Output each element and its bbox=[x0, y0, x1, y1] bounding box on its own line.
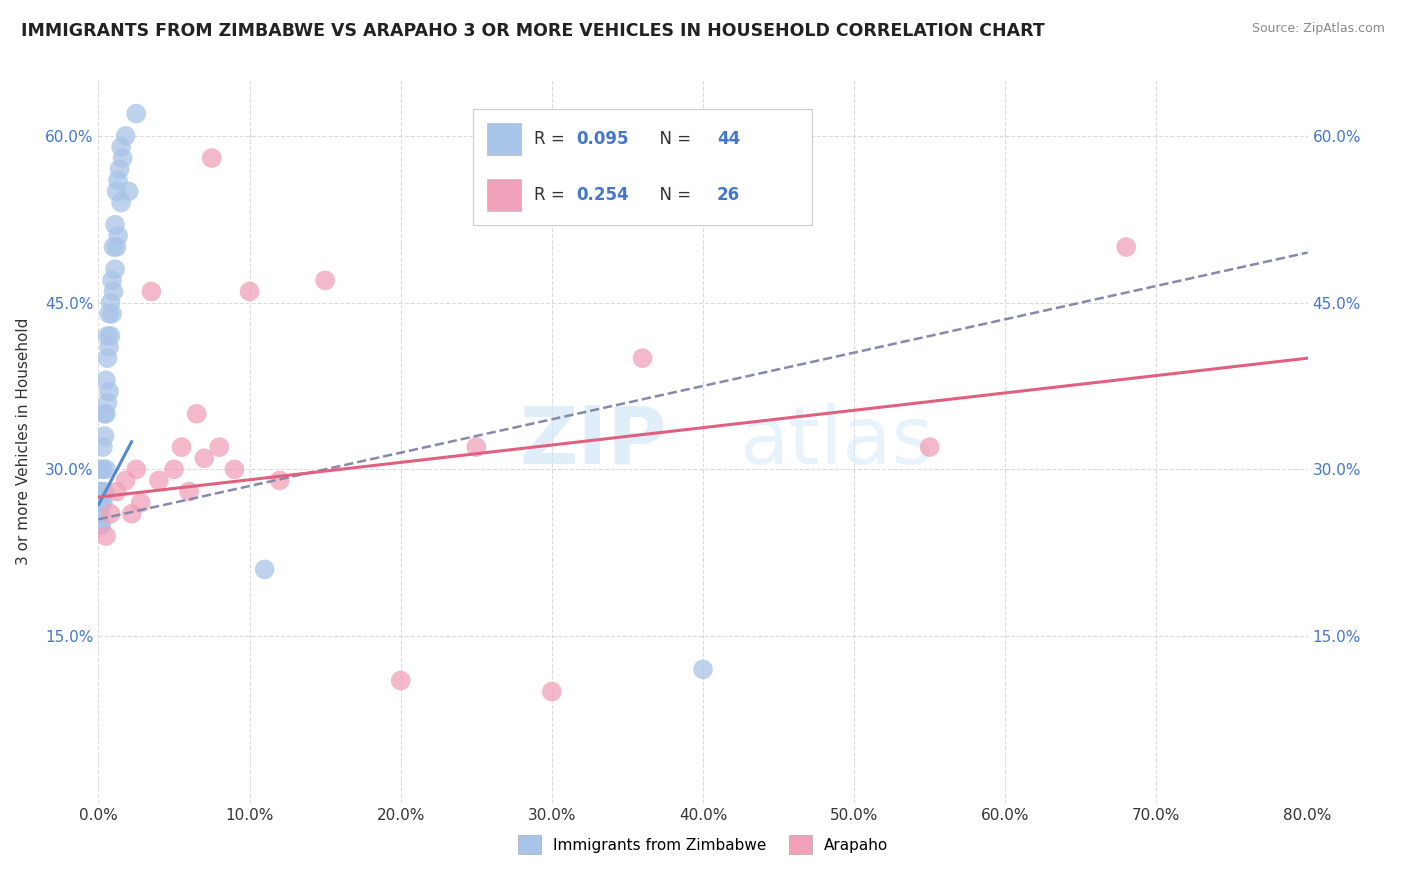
Point bbox=[465, 440, 488, 454]
Point bbox=[89, 507, 111, 521]
Point bbox=[89, 484, 111, 499]
Point bbox=[90, 484, 112, 499]
Point bbox=[105, 185, 128, 199]
Point bbox=[98, 340, 121, 354]
Point bbox=[186, 407, 208, 421]
Point bbox=[89, 496, 111, 510]
Text: Source: ZipAtlas.com: Source: ZipAtlas.com bbox=[1251, 22, 1385, 36]
Point bbox=[114, 128, 136, 143]
Point bbox=[104, 218, 127, 232]
Point bbox=[201, 151, 224, 165]
Point bbox=[631, 351, 654, 366]
Point bbox=[170, 440, 193, 454]
Point bbox=[110, 195, 132, 210]
Y-axis label: 3 or more Vehicles in Household: 3 or more Vehicles in Household bbox=[17, 318, 31, 566]
Point bbox=[114, 474, 136, 488]
Point bbox=[104, 262, 127, 277]
Point bbox=[118, 185, 141, 199]
Point bbox=[98, 307, 121, 321]
Point bbox=[91, 496, 114, 510]
Text: ZIP: ZIP bbox=[519, 402, 666, 481]
Point bbox=[93, 484, 115, 499]
Point bbox=[103, 240, 125, 254]
Point bbox=[111, 151, 134, 165]
Point bbox=[94, 373, 117, 387]
Point bbox=[91, 440, 114, 454]
Point bbox=[110, 140, 132, 154]
Point bbox=[314, 273, 336, 287]
Point bbox=[93, 429, 115, 443]
Point bbox=[98, 384, 121, 399]
Point bbox=[121, 507, 143, 521]
Point bbox=[89, 517, 111, 532]
Point bbox=[91, 462, 114, 476]
Point bbox=[129, 496, 152, 510]
Legend: Immigrants from Zimbabwe, Arapaho: Immigrants from Zimbabwe, Arapaho bbox=[512, 830, 894, 860]
Point bbox=[94, 529, 117, 543]
Point bbox=[918, 440, 941, 454]
Point bbox=[90, 496, 112, 510]
Point bbox=[90, 517, 112, 532]
Point bbox=[100, 507, 122, 521]
Point bbox=[208, 440, 231, 454]
Point bbox=[96, 329, 118, 343]
Point bbox=[179, 484, 201, 499]
Point bbox=[224, 462, 246, 476]
Point bbox=[125, 462, 148, 476]
Point bbox=[540, 684, 562, 698]
Point bbox=[193, 451, 215, 466]
Point bbox=[101, 307, 124, 321]
Point bbox=[389, 673, 412, 688]
Point bbox=[1115, 240, 1137, 254]
Point bbox=[103, 285, 125, 299]
Point bbox=[125, 106, 148, 120]
Point bbox=[94, 462, 117, 476]
Point bbox=[96, 395, 118, 409]
Text: IMMIGRANTS FROM ZIMBABWE VS ARAPAHO 3 OR MORE VEHICLES IN HOUSEHOLD CORRELATION : IMMIGRANTS FROM ZIMBABWE VS ARAPAHO 3 OR… bbox=[21, 22, 1045, 40]
Point bbox=[105, 240, 128, 254]
Point bbox=[148, 474, 170, 488]
Point bbox=[100, 329, 122, 343]
Point bbox=[105, 484, 128, 499]
Point bbox=[94, 407, 117, 421]
Point bbox=[269, 474, 291, 488]
Point bbox=[107, 228, 129, 243]
Point bbox=[239, 285, 262, 299]
Point bbox=[90, 462, 112, 476]
Point bbox=[101, 273, 124, 287]
Point bbox=[107, 173, 129, 187]
Text: atlas: atlas bbox=[740, 402, 934, 481]
Point bbox=[108, 162, 131, 177]
Point bbox=[253, 562, 276, 576]
Point bbox=[93, 407, 115, 421]
Point bbox=[96, 351, 118, 366]
Point bbox=[141, 285, 163, 299]
Point bbox=[692, 662, 714, 676]
Point bbox=[163, 462, 186, 476]
Point bbox=[100, 295, 122, 310]
